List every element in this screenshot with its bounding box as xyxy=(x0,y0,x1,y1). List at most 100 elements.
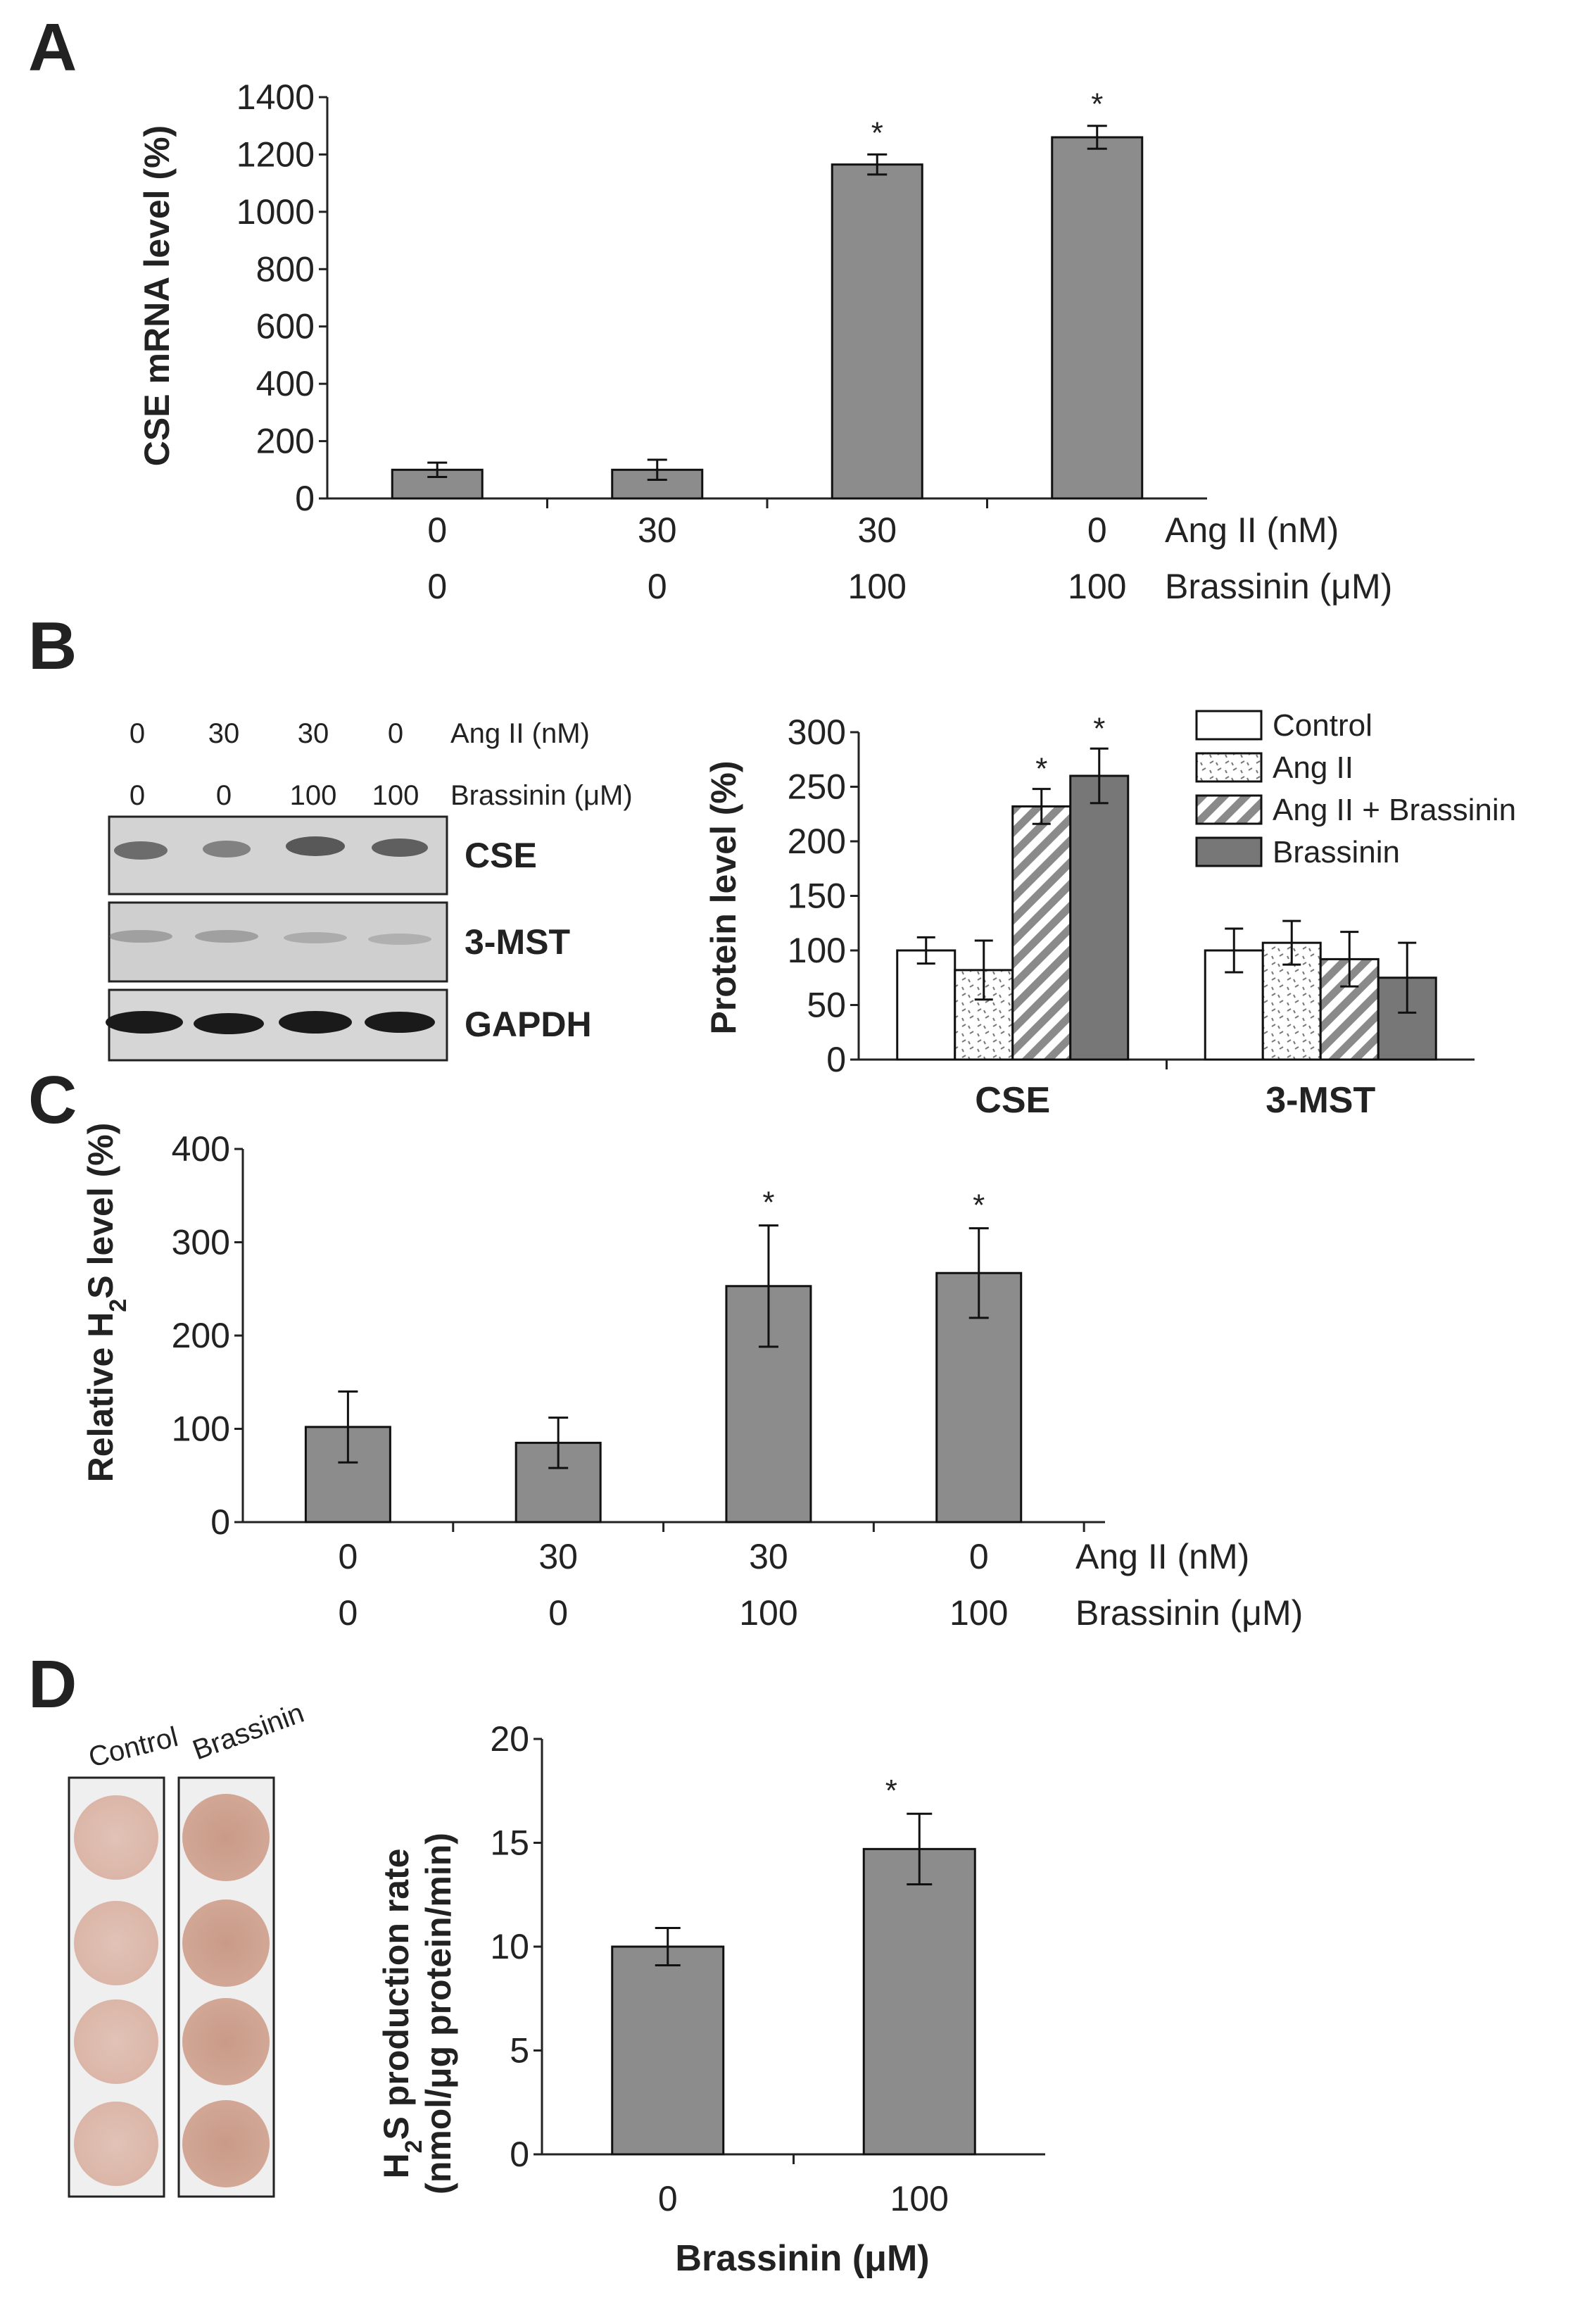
chart-b-y-tick-label: 0 xyxy=(826,1040,846,1079)
chart-a-cond-bras: 0 xyxy=(427,567,447,606)
chart-a-cond-bras: 100 xyxy=(848,567,907,606)
chart-a-y-tick-label: 1400 xyxy=(236,77,315,117)
chart-d-significance: * xyxy=(885,1773,897,1808)
chart-c-y-label-sub: 2 xyxy=(105,1299,132,1312)
blot-ang-label: Ang II (nM) xyxy=(450,718,590,749)
blot-bras-3: 100 xyxy=(372,780,419,811)
chart-b-category-label: CSE xyxy=(975,1080,1050,1121)
chart-a-cond-ang: 30 xyxy=(638,510,677,550)
chart-a-y-tick-label: 1000 xyxy=(236,192,315,232)
band xyxy=(368,934,431,945)
chart-c-cond-ang: 0 xyxy=(969,1537,989,1576)
chart-b-y-tick-label: 100 xyxy=(788,931,846,970)
chart-a-y-tick-label: 200 xyxy=(256,422,315,461)
panel-label-c: C xyxy=(28,1062,77,1138)
chart-b-legend-swatch xyxy=(1195,836,1263,867)
well-brassinin xyxy=(182,1794,270,1881)
chart-b-y-tick-label: 300 xyxy=(788,712,846,752)
western-blot: 0 30 30 0 Ang II (nM) 0 0 100 100 Brassi… xyxy=(106,718,633,1062)
chart-a-bar xyxy=(391,468,484,500)
chart-b-y-tick-label: 200 xyxy=(788,822,846,861)
chart-a-y-tick-label: 0 xyxy=(295,479,315,518)
well-control xyxy=(74,1999,158,2084)
band xyxy=(286,836,345,856)
chart-c-significance: * xyxy=(762,1186,774,1220)
chart-d-y-tick-label: 0 xyxy=(510,2135,529,2174)
blot-ang-2: 30 xyxy=(298,718,329,749)
chart-b-legend-swatch xyxy=(1195,794,1263,825)
chart-c-cond-bras: 100 xyxy=(739,1593,797,1633)
chart-b-y-tick-label: 250 xyxy=(788,767,846,807)
chart-d-bar xyxy=(862,1847,976,2156)
chart-a-y-tick-label: 1200 xyxy=(236,134,315,174)
chart-b-legend-swatch xyxy=(1195,710,1263,741)
chart-d-x-tick-label: 100 xyxy=(890,2179,949,2218)
chart-c-y-label-rest: S level (%) xyxy=(81,1123,120,1299)
chart-a-cond-ang: 0 xyxy=(1087,510,1107,550)
chart-b-legend-label: Control xyxy=(1273,708,1372,743)
blot-strip-3mst xyxy=(108,901,448,983)
blot-ang-0: 0 xyxy=(130,718,145,749)
chart-b-legend-label: Ang II + Brassinin xyxy=(1273,793,1516,827)
chart-b-bar xyxy=(1069,774,1130,1061)
chart-c-y-tick-label: 300 xyxy=(172,1223,230,1262)
chart-c: Relative H2S level (%) Ang II (nM) Brass… xyxy=(81,1123,1303,1633)
chart-d-y-label-line2: (nmol/μg protein/min) xyxy=(419,1833,458,2194)
chart-d-y-tick-label: 15 xyxy=(490,1823,529,1863)
band xyxy=(114,841,168,860)
blot-bras-1: 0 xyxy=(216,780,232,811)
band xyxy=(284,932,347,943)
band xyxy=(106,1011,183,1034)
chart-d-y-tick-label: 20 xyxy=(490,1719,529,1759)
blot-ang-3: 0 xyxy=(388,718,403,749)
well-brassinin xyxy=(182,2100,270,2187)
chart-c-y-label: Relative H2S level (%) xyxy=(81,1123,132,1483)
chart-b-legend-swatch xyxy=(1195,752,1263,783)
chart-b-y-tick-label: 50 xyxy=(807,986,846,1025)
assay-strip: Control Brassinin xyxy=(68,1697,308,2198)
chart-c-row-label-bras: Brassinin (μM) xyxy=(1075,1593,1303,1633)
strip-label-brassinin: Brassinin xyxy=(189,1697,308,1766)
chart-a-bar xyxy=(1051,136,1144,500)
chart-c-y-label-main: Relative H xyxy=(81,1312,120,1483)
chart-c-cond-bras: 0 xyxy=(548,1593,568,1633)
chart-c-y-tick-label: 200 xyxy=(172,1316,230,1355)
well-brassinin xyxy=(182,1998,270,2085)
well-control xyxy=(74,2102,158,2186)
band xyxy=(194,1013,264,1034)
chart-c-y-tick-label: 400 xyxy=(172,1129,230,1169)
chart-b-category-label: 3-MST xyxy=(1265,1080,1375,1121)
chart-a-cond-bras: 0 xyxy=(648,567,667,606)
chart-c-significance: * xyxy=(973,1188,985,1223)
chart-c-cond-ang: 0 xyxy=(338,1537,358,1576)
chart-c-cond-ang: 30 xyxy=(749,1537,788,1576)
well-control xyxy=(74,1901,158,1985)
chart-a: CSE mRNA level (%) Ang II (nM) Brassinin… xyxy=(137,77,1392,606)
band xyxy=(279,1011,352,1034)
chart-b-significance: * xyxy=(1093,711,1105,746)
chart-c-y-tick-label: 0 xyxy=(210,1502,230,1542)
chart-d-x-tick-label: 0 xyxy=(658,2179,678,2218)
chart-c-cond-ang: 30 xyxy=(538,1537,578,1576)
chart-b-y-tick-label: 150 xyxy=(788,877,846,916)
chart-d-x-label: Brassinin (μM) xyxy=(675,2238,929,2279)
well-control xyxy=(74,1795,158,1880)
well-brassinin xyxy=(182,1899,270,1987)
chart-d-bar xyxy=(611,1945,725,2156)
panel-label-a: A xyxy=(28,10,77,85)
chart-a-y-label: CSE mRNA level (%) xyxy=(137,125,177,466)
strip-label-control: Control xyxy=(86,1721,182,1773)
chart-a-y-tick-label: 600 xyxy=(256,307,315,346)
panel-label-b: B xyxy=(28,608,77,684)
band xyxy=(195,930,258,943)
chart-d: H2S production rate (nmol/μg protein/min… xyxy=(377,1719,1045,2279)
band xyxy=(372,838,428,857)
chart-a-row-label-ang: Ang II (nM) xyxy=(1165,510,1339,550)
blot-bras-2: 100 xyxy=(290,780,337,811)
chart-b: Protein level (%) 0 50 100 150 200 250 300 * * CS… xyxy=(704,708,1516,1121)
chart-b-legend-label: Ang II xyxy=(1273,750,1353,785)
chart-a-significance: * xyxy=(871,115,883,150)
chart-d-y-label-rest: S production rate xyxy=(377,1849,416,2140)
chart-a-significance: * xyxy=(1091,87,1103,122)
